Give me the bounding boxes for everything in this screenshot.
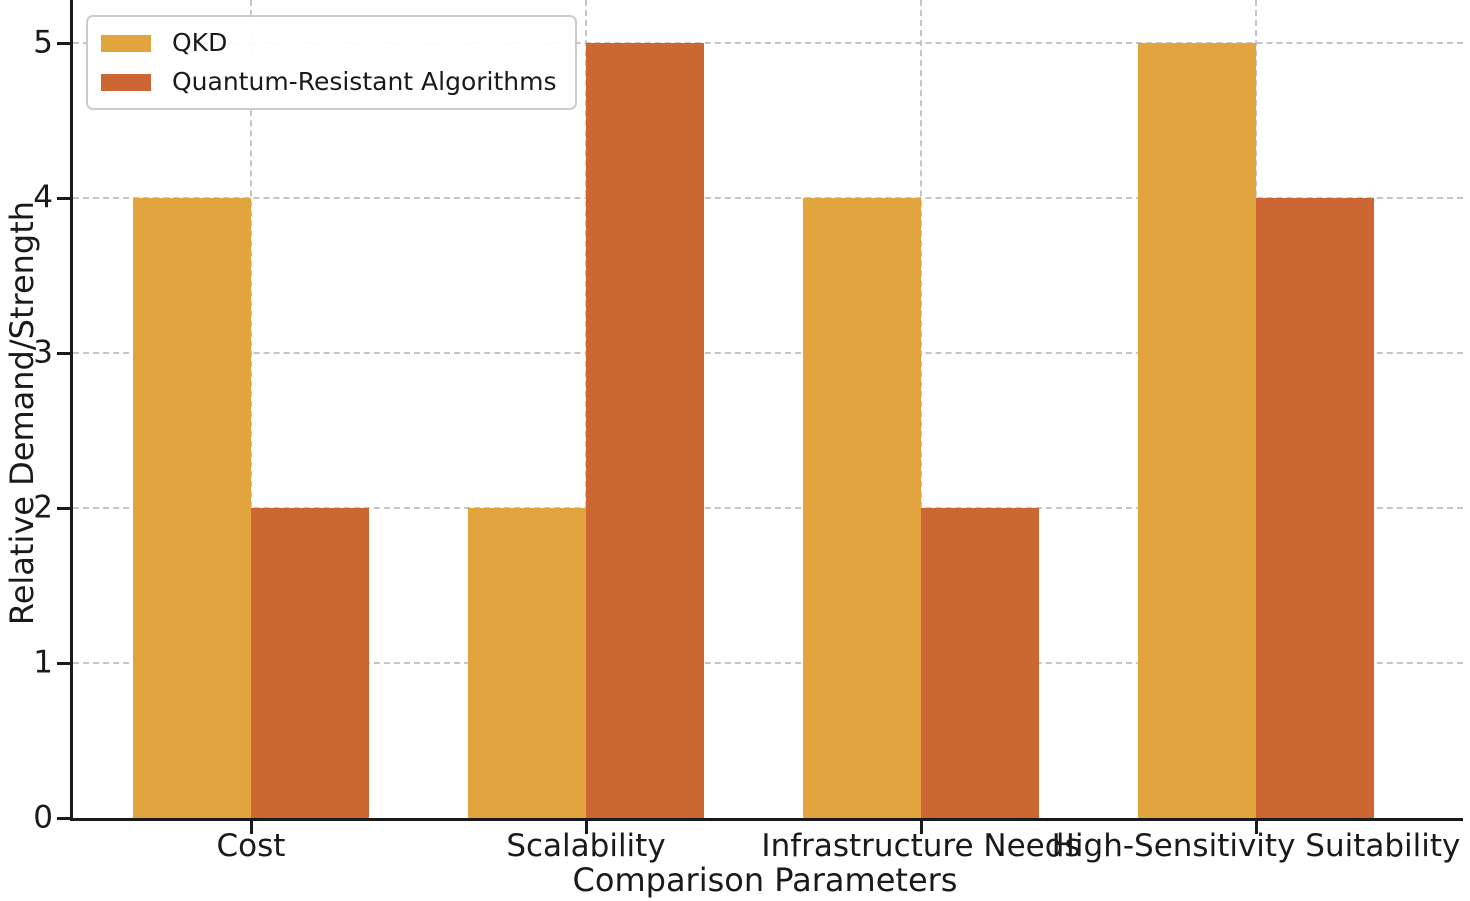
legend-swatch-quantum-resistant bbox=[101, 73, 151, 91]
x-tick-mark-high-sensitivity-suitability bbox=[1254, 821, 1258, 834]
legend: QKD Quantum-Resistant Algorithms bbox=[86, 15, 577, 110]
legend-swatch-qkd bbox=[101, 34, 151, 52]
bar-quantum-resistant-algorithms-infrastructure-needs bbox=[921, 508, 1039, 818]
y-tick-label-5: 5 bbox=[33, 24, 53, 61]
x-tick-mark-cost bbox=[249, 821, 253, 834]
y-tick-label-2: 2 bbox=[33, 489, 53, 526]
y-tick-mark-4 bbox=[57, 196, 70, 200]
gridline-vertical-cost bbox=[250, 0, 252, 818]
x-tick-mark-scalability bbox=[584, 821, 588, 834]
legend-label-quantum-resistant: Quantum-Resistant Algorithms bbox=[172, 67, 557, 96]
y-axis-title: Relative Demand/Strength bbox=[2, 200, 41, 626]
gridline-horizontal-1 bbox=[73, 662, 1463, 664]
x-tick-label-high-sensitivity-suitability: High-Sensitivity Suitability bbox=[1051, 828, 1461, 864]
x-tick-mark-infrastructure-needs bbox=[919, 821, 923, 834]
gridline-vertical-infrastructure-needs bbox=[920, 0, 922, 818]
x-tick-label-scalability: Scalability bbox=[506, 828, 666, 864]
y-tick-label-4: 4 bbox=[33, 179, 53, 216]
gridline-horizontal-5 bbox=[73, 42, 1463, 44]
y-tick-label-3: 3 bbox=[33, 334, 53, 371]
y-tick-mark-0 bbox=[57, 816, 70, 820]
bar-qkd-high-sensitivity-suitability bbox=[1138, 43, 1256, 818]
plot-area: 0 1 2 3 4 5 Cost Scalability Infrastructure Need… bbox=[33, 0, 1463, 864]
y-tick-label-1: 1 bbox=[33, 644, 53, 681]
x-axis-title: Comparison Parameters bbox=[572, 861, 958, 899]
bar-quantum-resistant-algorithms-scalability bbox=[586, 43, 704, 818]
y-tick-label-0: 0 bbox=[33, 799, 53, 836]
legend-entry-qkd: QKD bbox=[101, 28, 557, 58]
x-tick-label-cost: Cost bbox=[216, 828, 286, 864]
legend-label-qkd: QKD bbox=[172, 28, 228, 57]
y-tick-mark-3 bbox=[57, 351, 70, 355]
gridline-horizontal-3 bbox=[73, 352, 1463, 354]
gridline-horizontal-2 bbox=[73, 507, 1463, 509]
bar-quantum-resistant-algorithms-cost bbox=[251, 508, 369, 818]
bar-qkd-infrastructure-needs bbox=[803, 198, 921, 818]
y-tick-mark-1 bbox=[57, 661, 70, 665]
bar-quantum-resistant-algorithms-high-sensitivity-suitability bbox=[1256, 198, 1374, 818]
bar-qkd-scalability bbox=[468, 508, 586, 818]
bar-qkd-cost bbox=[133, 198, 251, 818]
gridline-horizontal-4 bbox=[73, 197, 1463, 199]
x-tick-label-infrastructure-needs: Infrastructure Needs bbox=[761, 828, 1081, 864]
y-tick-mark-5 bbox=[57, 41, 70, 45]
y-tick-mark-2 bbox=[57, 506, 70, 510]
legend-entry-quantum-resistant: Quantum-Resistant Algorithms bbox=[101, 67, 557, 97]
